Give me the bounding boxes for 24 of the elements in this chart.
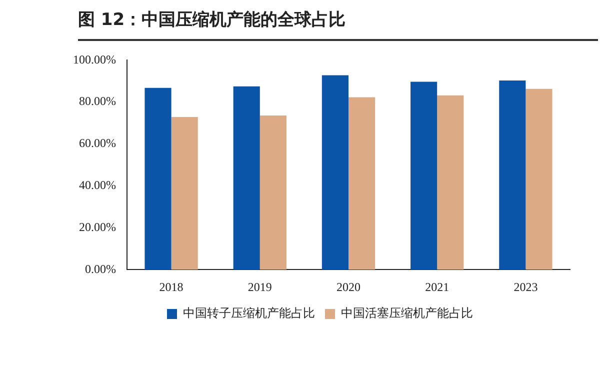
y-tick-label: 20.00% bbox=[78, 220, 116, 234]
y-tick-label: 100.00% bbox=[72, 52, 116, 66]
chart-title: 图 12：中国压缩机产能的全球占比 bbox=[78, 8, 598, 41]
y-tick-label: 60.00% bbox=[78, 136, 116, 150]
x-tick-label: 2018 bbox=[159, 280, 184, 294]
x-tick-label: 2020 bbox=[336, 280, 360, 294]
bar bbox=[499, 80, 526, 270]
bar bbox=[171, 116, 198, 270]
bar bbox=[437, 95, 464, 270]
bar bbox=[144, 88, 172, 270]
x-tick-label: 2021 bbox=[425, 280, 450, 294]
x-tick-label: 2023 bbox=[514, 280, 538, 294]
bar bbox=[322, 75, 348, 270]
y-tick-label: 40.00% bbox=[78, 178, 116, 192]
x-tick-label: 2019 bbox=[248, 280, 272, 294]
bar bbox=[260, 115, 286, 270]
bar bbox=[348, 97, 376, 270]
bar bbox=[526, 88, 552, 270]
bar bbox=[410, 82, 438, 270]
y-tick-label: 80.00% bbox=[78, 94, 116, 108]
legend-label: 中国转子压缩机产能占比 bbox=[183, 306, 315, 320]
bar bbox=[233, 86, 260, 270]
legend-label: 中国活塞压缩机产能占比 bbox=[341, 306, 473, 320]
y-tick-label: 0.00% bbox=[84, 262, 116, 276]
